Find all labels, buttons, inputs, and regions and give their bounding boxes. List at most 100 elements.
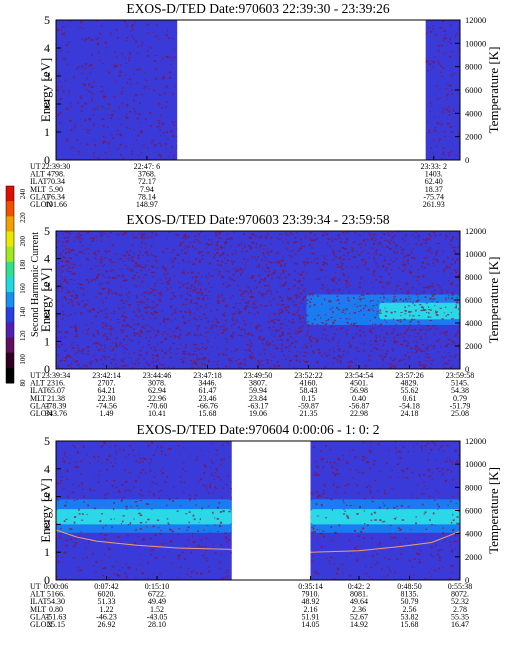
- table-cell: 54.30: [47, 597, 65, 606]
- table-cell: 52.32: [451, 597, 469, 606]
- table-cell: 0:00:06: [44, 582, 68, 591]
- energy-band: [56, 509, 232, 525]
- table-cell: 23:39:34: [42, 371, 70, 380]
- y-right-tick-label: 2000: [465, 552, 482, 562]
- table-cell: 0:55:38: [448, 582, 472, 591]
- table-cell: 0:48:50: [397, 582, 421, 591]
- y-right-tick-label: 2000: [465, 341, 482, 351]
- colorbar-swatch: [6, 352, 14, 369]
- y-tick-label: 0: [44, 153, 50, 167]
- colorbar-swatch: [6, 337, 14, 354]
- table-cell: 28.10: [148, 620, 166, 629]
- y-right-tick-label: 0: [465, 364, 469, 374]
- table-cell: 1.52: [150, 605, 164, 614]
- table-cell: 2.36: [352, 605, 366, 614]
- colorbar-frame: [5, 185, 15, 384]
- table-cell: 148.97: [136, 200, 158, 209]
- table-cell: 8072.: [451, 590, 469, 599]
- table-cell: 61.47: [199, 386, 217, 395]
- table-cell: 7.94: [140, 185, 154, 194]
- table-cell: 23:52:22: [294, 371, 322, 380]
- colorbar-swatch: [6, 276, 14, 293]
- y-right-tick-label: 10000: [465, 38, 486, 48]
- panel-2: EXOS-D/TED Date:970603 23:39:34 - 23:59:…: [30, 212, 501, 418]
- table-cell: 52.67: [350, 612, 368, 621]
- y-right-tick-label: 12000: [465, 436, 486, 446]
- y-tick-label: 5: [44, 13, 50, 27]
- y-right-tick-label: 2000: [465, 132, 482, 142]
- y-right-axis-label: Temperature [K]: [486, 467, 501, 554]
- table-cell: 5145.: [451, 379, 469, 388]
- panel-title: EXOS-D/TED Date:970604 0:00:06 - 1: 0: 2: [137, 422, 380, 437]
- table-cell: 0:07:42: [94, 582, 118, 591]
- table-cell: 2316.: [47, 379, 65, 388]
- table-cell: 23:59:58: [446, 371, 474, 380]
- y-tick-label: 0: [44, 362, 50, 376]
- table-cell: 3446.: [199, 379, 217, 388]
- y-axis-label: Energy [eV]: [38, 268, 53, 332]
- y-axis-label: Energy [eV]: [38, 478, 53, 542]
- table-cell: 0.80: [49, 605, 63, 614]
- row-label: GLAT: [30, 612, 51, 621]
- y-right-tick-label: 8000: [465, 62, 482, 72]
- table-cell: 4501.: [350, 379, 368, 388]
- y-right-tick-label: 4000: [465, 529, 482, 539]
- y-tick-label: 3: [44, 279, 50, 293]
- table-cell: 0.40: [352, 394, 366, 403]
- table-cell: 261.93: [423, 200, 445, 209]
- y-tick-label: 1: [44, 545, 50, 559]
- table-cell: 55.35: [451, 612, 469, 621]
- table-cell: 48.92: [302, 597, 320, 606]
- temperature-trace: [310, 530, 460, 553]
- table-cell: 21.38: [47, 394, 65, 403]
- table-cell: 23.46: [199, 394, 217, 403]
- table-cell: 78.14: [138, 192, 156, 201]
- table-cell: -43.05: [147, 612, 168, 621]
- y-tick-label: 4: [44, 41, 50, 55]
- table-cell: -54.18: [399, 401, 420, 410]
- table-cell: 72.17: [138, 177, 156, 186]
- table-cell: 14.05: [302, 620, 320, 629]
- table-cell: 25.15: [47, 620, 65, 629]
- y-tick-label: 2: [44, 517, 50, 531]
- table-cell: -59.87: [298, 401, 319, 410]
- table-cell: 25.08: [451, 409, 469, 418]
- row-label: UT: [30, 582, 41, 591]
- table-cell: 55.62: [401, 386, 419, 395]
- table-cell: 16.47: [451, 620, 469, 629]
- row-label: UT: [30, 371, 41, 380]
- y-right-tick-label: 4000: [465, 318, 482, 328]
- y-tick-label: 1: [44, 125, 50, 139]
- table-cell: -74.56: [96, 401, 117, 410]
- y-right-axis-label: Temperature [K]: [486, 47, 501, 134]
- row-label: ILAT: [30, 177, 47, 186]
- table-cell: 0.79: [453, 394, 467, 403]
- y-tick-label: 4: [44, 462, 50, 476]
- table-cell: 50.79: [401, 597, 419, 606]
- colorbar-swatch: [6, 307, 14, 323]
- table-cell: 8135.: [401, 590, 419, 599]
- y-tick-label: 5: [44, 224, 50, 238]
- table-cell: 3078.: [148, 379, 166, 388]
- colorbar-swatch: [6, 261, 14, 278]
- table-cell: 0.15: [302, 394, 316, 403]
- table-cell: 22:47: 6: [134, 162, 160, 171]
- panel-1: EXOS-D/TED Date:970603 22:39:30 - 23:39:…: [30, 1, 501, 209]
- table-cell: 62.40: [425, 177, 443, 186]
- table-cell: 22.98: [350, 409, 368, 418]
- panel-3: EXOS-D/TED Date:970604 0:00:06 - 1: 0: 2…: [30, 422, 501, 629]
- colorbar-tick-label: 140: [19, 306, 27, 317]
- table-cell: 54.38: [451, 386, 469, 395]
- colorbar-swatch: [6, 201, 14, 217]
- colorbar-label: Second Harmonic Current: [30, 232, 41, 337]
- table-cell: -78.39: [46, 401, 67, 410]
- table-cell: 62.94: [148, 386, 166, 395]
- table-cell: 51.33: [98, 597, 116, 606]
- table-cell: 21.35: [300, 409, 318, 418]
- table-cell: 5.90: [49, 185, 63, 194]
- y-tick-label: 2: [44, 307, 50, 321]
- y-tick-label: 0: [44, 573, 50, 587]
